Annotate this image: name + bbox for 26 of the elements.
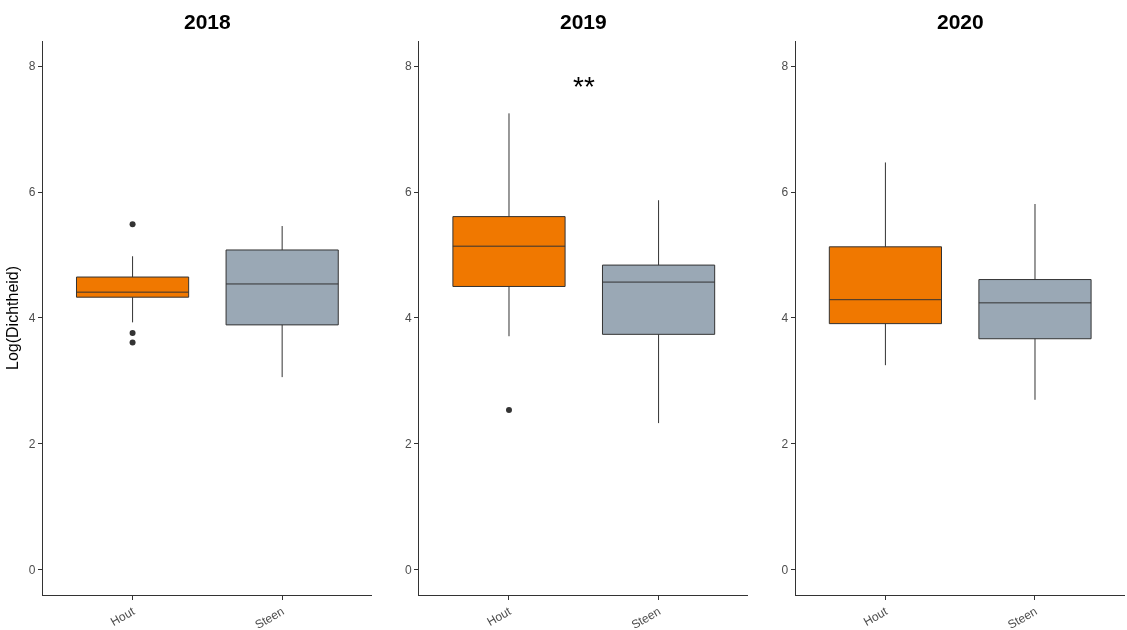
y-tick-label: 4 <box>405 311 413 326</box>
x-tick-label: Steen <box>628 604 664 630</box>
x-tick-label: Hout <box>484 603 515 629</box>
x-tick-label: Steen <box>252 604 287 630</box>
y-tick-label: 0 <box>405 562 413 577</box>
x-tick-label: Steen <box>1005 604 1040 630</box>
x-tick-label: Hout <box>860 603 891 629</box>
y-axis-title: Log(Dichtheid) <box>3 265 21 370</box>
y-tick-label: 0 <box>781 562 789 577</box>
y-tick-label: 0 <box>28 562 36 577</box>
y-tick-label: 6 <box>405 185 413 200</box>
chart-title: 2018 <box>184 10 232 33</box>
y-tick-label: 2 <box>781 437 789 452</box>
y-tick-label: 6 <box>781 185 789 200</box>
y-tick-label: 8 <box>405 59 413 74</box>
chart-title: 2020 <box>937 10 984 33</box>
y-tick-label: 4 <box>28 311 36 326</box>
y-tick-label: 8 <box>781 59 789 74</box>
x-tick-label: Hout <box>108 603 138 629</box>
y-tick-label: 2 <box>405 437 413 452</box>
annotation: ** <box>573 71 595 102</box>
y-tick-label: 8 <box>28 59 36 74</box>
chart-title: 2019 <box>560 10 607 33</box>
y-tick-label: 2 <box>28 437 36 452</box>
y-tick-label: 6 <box>28 185 36 200</box>
y-tick-label: 4 <box>781 311 789 326</box>
